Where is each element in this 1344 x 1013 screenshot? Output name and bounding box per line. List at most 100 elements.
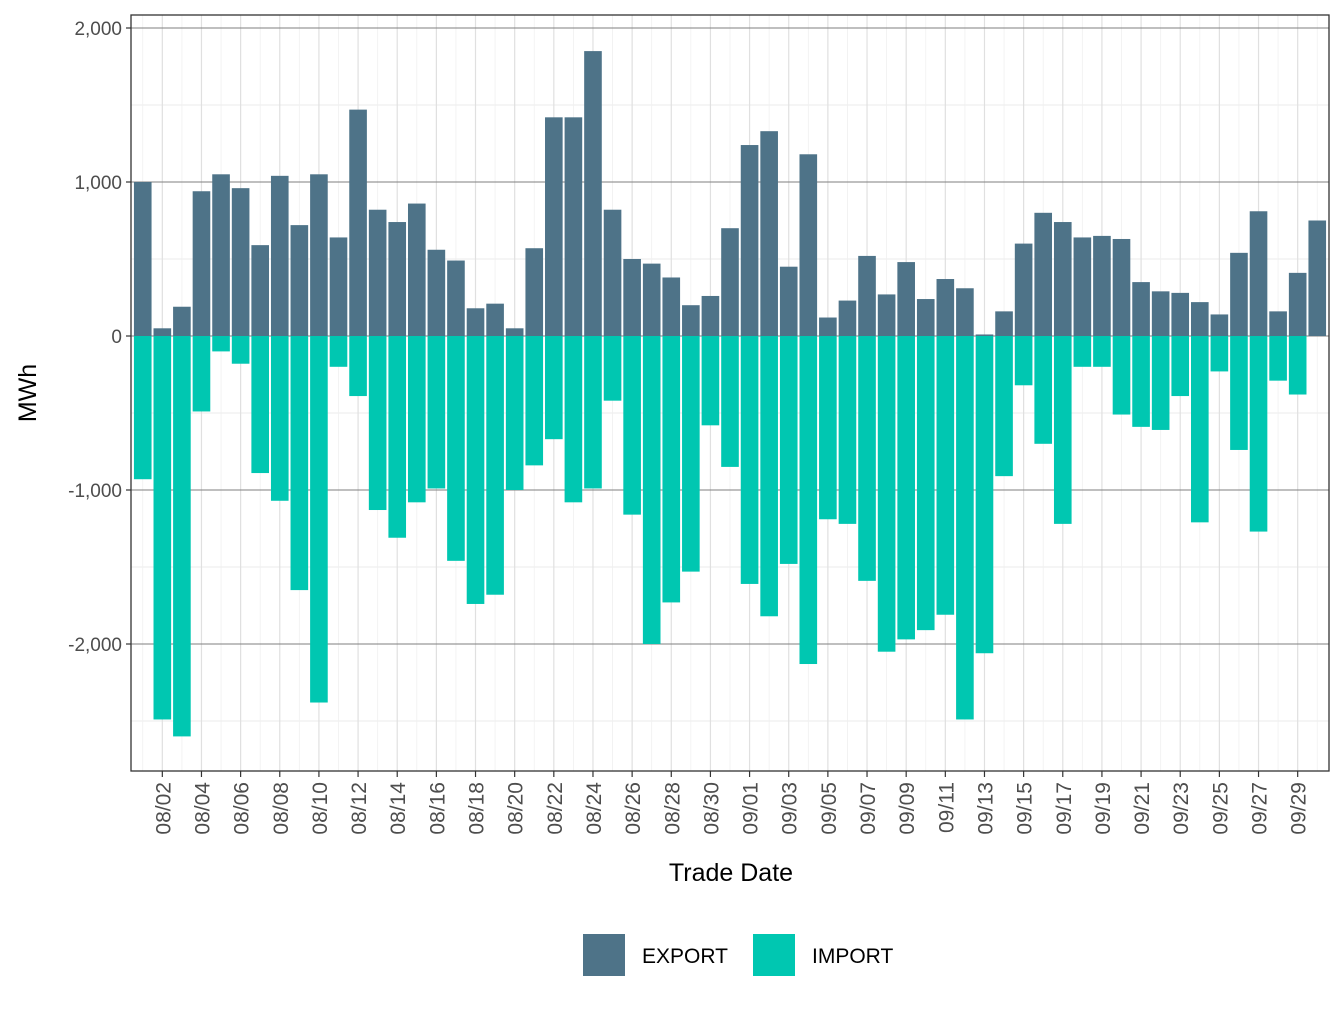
bar-import-08-30 xyxy=(701,336,720,426)
bar-import-08-06 xyxy=(231,336,250,364)
bar-export-08-17 xyxy=(447,260,465,336)
bar-import-09-23 xyxy=(1171,336,1190,397)
x-tick-label: 08/14 xyxy=(387,782,410,835)
bar-export-09-18 xyxy=(1073,237,1092,336)
x-tick-label: 09/17 xyxy=(1053,782,1076,835)
bar-import-09-15 xyxy=(1014,336,1033,386)
x-tick-label: 08/04 xyxy=(191,782,214,835)
x-tick-label: 09/23 xyxy=(1170,782,1193,835)
bar-import-09-14 xyxy=(995,336,1013,477)
bar-export-08-21 xyxy=(525,248,544,336)
bar-import-09-25 xyxy=(1210,336,1229,372)
bar-import-08-18 xyxy=(466,336,485,604)
bar-import-09-03 xyxy=(779,336,798,564)
bar-import-08-20 xyxy=(505,336,524,490)
bar-export-08-13 xyxy=(368,209,387,336)
bar-export-08-10 xyxy=(310,174,328,336)
bar-export-08-04 xyxy=(192,191,211,336)
bar-export-09-30 xyxy=(1308,220,1327,336)
x-tick-label: 09/25 xyxy=(1209,782,1232,835)
x-tick-label: 09/03 xyxy=(779,782,802,835)
x-tick-label: 09/01 xyxy=(740,782,763,835)
bar-export-09-05 xyxy=(819,317,837,336)
bar-import-08-16 xyxy=(427,336,446,489)
bar-export-09-20 xyxy=(1112,238,1131,336)
panel-border xyxy=(130,14,1330,772)
y-tick-label: 0 xyxy=(111,327,122,348)
bar-export-08-31 xyxy=(721,228,739,336)
bar-export-08-25 xyxy=(603,209,622,336)
bar-export-08-09 xyxy=(290,225,309,336)
bar-import-09-27 xyxy=(1249,336,1268,532)
bar-import-08-04 xyxy=(192,336,211,412)
bar-export-08-23 xyxy=(564,117,583,336)
x-axis-title: Trade Date xyxy=(669,859,793,887)
bar-import-09-19 xyxy=(1093,336,1111,367)
x-tick-label: 09/19 xyxy=(1092,782,1115,835)
bar-export-08-27 xyxy=(642,263,661,336)
bar-import-08-22 xyxy=(545,336,563,440)
bar-export-09-25 xyxy=(1210,314,1229,336)
bar-export-08-03 xyxy=(173,306,191,336)
bar-export-09-06 xyxy=(838,300,857,336)
y-tick-label: -2,000 xyxy=(68,635,122,656)
bar-export-09-11 xyxy=(936,279,955,336)
x-tick-label: 09/09 xyxy=(896,782,919,835)
bar-import-08-21 xyxy=(525,336,544,466)
legend-key-export xyxy=(583,934,625,976)
bar-import-08-08 xyxy=(270,336,289,501)
bar-export-09-08 xyxy=(877,294,896,336)
bar-export-09-10 xyxy=(916,299,935,336)
x-tick-label: 09/07 xyxy=(857,782,880,835)
bar-export-09-16 xyxy=(1034,212,1053,336)
bar-export-09-15 xyxy=(1014,243,1033,336)
bar-export-08-14 xyxy=(388,222,407,336)
bar-import-09-22 xyxy=(1151,336,1170,430)
x-tick-label: 09/11 xyxy=(935,782,958,833)
x-tick-label: 08/08 xyxy=(270,782,293,835)
bar-import-09-26 xyxy=(1230,336,1248,450)
bar-import-08-31 xyxy=(721,336,739,467)
bar-export-08-18 xyxy=(466,308,485,336)
bar-export-08-02 xyxy=(153,328,172,336)
bar-import-09-11 xyxy=(936,336,955,615)
bar-export-08-20 xyxy=(505,328,524,336)
bar-import-09-02 xyxy=(760,336,778,617)
bar-import-09-18 xyxy=(1073,336,1092,367)
bar-import-09-04 xyxy=(799,336,818,665)
bar-export-09-26 xyxy=(1230,252,1248,336)
bar-export-09-13 xyxy=(975,334,994,336)
bar-import-09-07 xyxy=(858,336,876,581)
bar-export-08-28 xyxy=(662,277,681,336)
bar-import-09-17 xyxy=(1053,336,1072,524)
x-tick-label: 09/27 xyxy=(1249,782,1272,835)
bar-import-08-11 xyxy=(329,336,348,367)
bar-import-09-29 xyxy=(1288,336,1307,395)
bar-import-09-05 xyxy=(819,336,837,520)
bar-export-08-24 xyxy=(584,51,602,336)
x-tick-label: 08/12 xyxy=(348,782,371,835)
bar-export-09-07 xyxy=(858,255,876,336)
bar-import-08-09 xyxy=(290,336,309,591)
x-tick-label: 09/21 xyxy=(1131,782,1154,835)
bar-export-09-19 xyxy=(1093,235,1111,336)
bar-export-08-07 xyxy=(251,245,270,336)
bar-import-08-03 xyxy=(173,336,191,737)
y-tick-label: 1,000 xyxy=(74,173,122,194)
bar-import-08-23 xyxy=(564,336,583,503)
bar-export-09-22 xyxy=(1151,291,1170,336)
bar-import-08-19 xyxy=(486,336,504,595)
bar-import-09-10 xyxy=(916,336,935,631)
bar-import-08-25 xyxy=(603,336,622,401)
bar-export-08-30 xyxy=(701,295,720,336)
x-tick-label: 09/13 xyxy=(974,782,997,835)
bar-export-09-01 xyxy=(740,145,759,336)
x-tick-label: 08/10 xyxy=(309,782,332,835)
bar-export-09-21 xyxy=(1132,282,1150,336)
bar-export-08-11 xyxy=(329,237,348,336)
bar-import-09-08 xyxy=(877,336,896,652)
bar-import-08-26 xyxy=(623,336,641,515)
bar-export-09-29 xyxy=(1288,272,1307,336)
